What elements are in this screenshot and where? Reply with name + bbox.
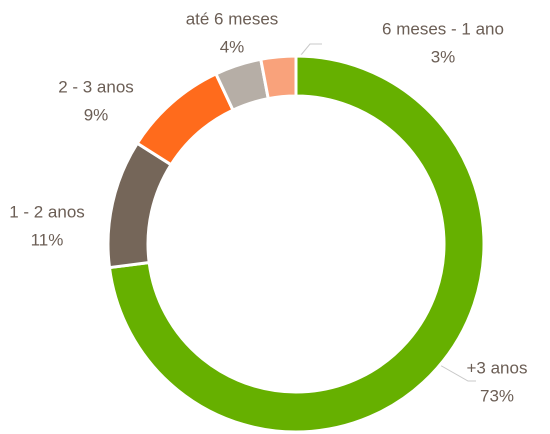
- donut-slice: [135, 71, 235, 167]
- value-label: 73%: [480, 386, 514, 405]
- value-label: 3%: [431, 47, 456, 66]
- donut-slice: [259, 54, 298, 101]
- value-label: 4%: [220, 37, 245, 56]
- category-label: 1 - 2 anos: [9, 202, 85, 221]
- value-label: 9%: [84, 105, 109, 124]
- donut-slice: [107, 54, 486, 434]
- category-label: 6 meses - 1 ano: [382, 19, 504, 38]
- value-label: 11%: [31, 230, 64, 249]
- category-label: +3 anos: [467, 358, 528, 377]
- donut-slice: [106, 141, 174, 270]
- category-label: 2 - 3 anos: [58, 77, 134, 96]
- category-label: até 6 meses: [186, 9, 279, 28]
